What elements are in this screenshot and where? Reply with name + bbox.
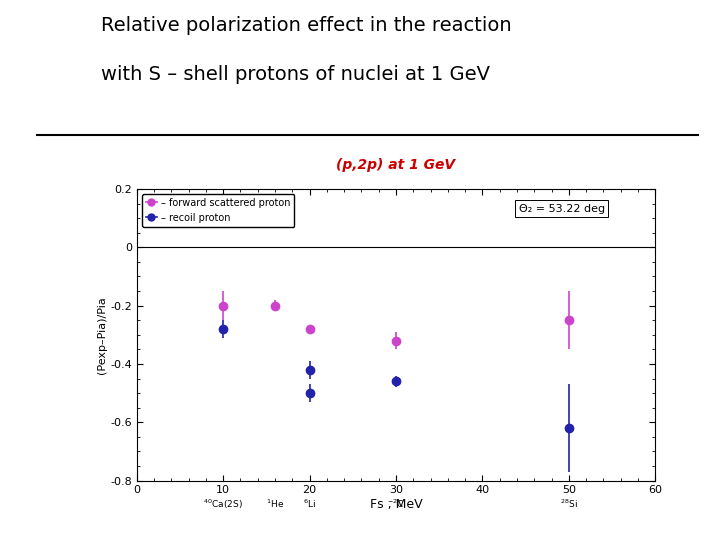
Text: $^{28}$Si: $^{28}$Si <box>560 498 577 510</box>
Text: Θ₂ = 53.22 deg: Θ₂ = 53.22 deg <box>519 204 605 214</box>
Text: $^{40}$Ca(2S): $^{40}$Ca(2S) <box>203 498 243 511</box>
Text: $^{1}$He: $^{1}$He <box>266 498 284 510</box>
Legend: – forward scattered proton, – recoil proton: – forward scattered proton, – recoil pro… <box>142 194 294 226</box>
Text: $^{6}$Li: $^{6}$Li <box>303 498 316 510</box>
X-axis label: Fs , MeV: Fs , MeV <box>369 498 423 511</box>
Y-axis label: (Pexp–Pia)/Pia: (Pexp–Pia)/Pia <box>97 296 107 374</box>
Text: with S – shell protons of nuclei at 1 GeV: with S – shell protons of nuclei at 1 Ge… <box>101 65 490 84</box>
Text: $^{-2}$C: $^{-2}$C <box>387 498 405 510</box>
Text: (p,2p) at 1 GeV: (p,2p) at 1 GeV <box>336 158 456 172</box>
Text: Relative polarization effect in the reaction: Relative polarization effect in the reac… <box>101 16 511 35</box>
